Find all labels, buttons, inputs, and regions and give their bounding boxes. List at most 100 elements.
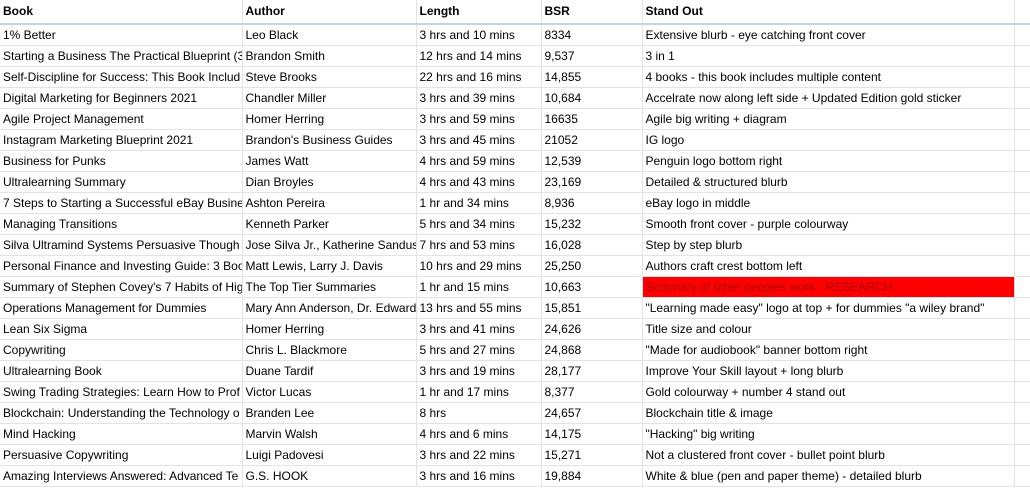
cell-length[interactable]: 5 hrs and 27 mins [416,339,542,361]
cell-stand-out[interactable]: Detailed & structured blurb [642,171,1015,193]
cell-length[interactable]: 3 hrs and 10 mins [416,25,542,46]
cell-bsr[interactable]: 9,537 [541,45,643,67]
cell-length[interactable]: 22 hrs and 16 mins [416,66,542,88]
header-book[interactable]: Book [0,0,243,23]
cell-book[interactable]: Operations Management for Dummies [0,297,243,319]
cell-stand-out[interactable]: IG logo [642,129,1015,151]
cell-bsr[interactable]: 16,028 [541,234,643,256]
cell-book[interactable]: Instagram Marketing Blueprint 2021 [0,129,243,151]
cell-bsr[interactable]: 24,657 [541,402,643,424]
cell-bsr[interactable]: 25,250 [541,255,643,277]
cell-length[interactable]: 3 hrs and 22 mins [416,444,542,466]
cell-bsr[interactable]: 28,177 [541,360,643,382]
cell-stand-out[interactable]: Step by step blurb [642,234,1015,256]
cell-author[interactable]: Matt Lewis, Larry J. Davis [242,255,417,277]
cell-author[interactable]: Homer Herring [242,108,417,130]
cell-stand-out[interactable]: "Made for audiobook" banner bottom right [642,339,1015,361]
frozen-row-divider[interactable] [0,23,1030,25]
cell-empty[interactable] [1014,234,1030,256]
cell-empty[interactable] [1014,402,1030,424]
cell-book[interactable]: Blockchain: Understanding the Technology… [0,402,243,424]
cell-author[interactable]: Steve Brooks [242,66,417,88]
cell-bsr[interactable]: 14,175 [541,423,643,445]
cell-bsr[interactable]: 10,663 [541,276,643,298]
cell-empty[interactable] [1014,276,1030,298]
cell-book[interactable]: Silva Ultramind Systems Persuasive Thoug… [0,234,243,256]
cell-stand-out[interactable]: Extensive blurb - eye catching front cov… [642,25,1015,46]
cell-length[interactable]: 7 hrs and 53 mins [416,234,542,256]
cell-bsr[interactable]: 15,232 [541,213,643,235]
cell-length[interactable]: 3 hrs and 59 mins [416,108,542,130]
cell-stand-out[interactable]: Agile big writing + diagram [642,108,1015,130]
cell-stand-out[interactable]: Summary of other peoples work - RESEARCH [642,276,1015,298]
cell-author[interactable]: Homer Herring [242,318,417,340]
cell-stand-out[interactable]: Authors craft crest bottom left [642,255,1015,277]
cell-bsr[interactable]: 16635 [541,108,643,130]
cell-book[interactable]: Copywriting [0,339,243,361]
cell-empty[interactable] [1014,45,1030,67]
cell-author[interactable]: Marvin Walsh [242,423,417,445]
cell-stand-out[interactable]: eBay logo in middle [642,192,1015,214]
cell-length[interactable]: 4 hrs and 6 mins [416,423,542,445]
cell-stand-out[interactable]: "Hacking" big writing [642,423,1015,445]
cell-length[interactable]: 10 hrs and 29 mins [416,255,542,277]
cell-empty[interactable] [1014,465,1030,487]
cell-empty[interactable] [1014,192,1030,214]
cell-book[interactable]: 1% Better [0,25,243,46]
cell-author[interactable]: Luigi Padovesi [242,444,417,466]
cell-author[interactable]: G.S. HOOK [242,465,417,487]
cell-length[interactable]: 3 hrs and 16 mins [416,465,542,487]
cell-author[interactable]: Ashton Pereira [242,192,417,214]
header-empty[interactable] [1014,0,1030,23]
cell-stand-out[interactable]: Improve Your Skill layout + long blurb [642,360,1015,382]
cell-length[interactable]: 1 hr and 34 mins [416,192,542,214]
cell-author[interactable]: Leo Black [242,25,417,46]
cell-author[interactable]: Chris L. Blackmore [242,339,417,361]
cell-length[interactable]: 4 hrs and 43 mins [416,171,542,193]
cell-book[interactable]: Summary of Stephen Covey's 7 Habits of H… [0,276,243,298]
cell-empty[interactable] [1014,108,1030,130]
cell-stand-out[interactable]: Title size and colour [642,318,1015,340]
cell-author[interactable]: Brandon's Business Guides [242,129,417,151]
cell-length[interactable]: 3 hrs and 45 mins [416,129,542,151]
cell-empty[interactable] [1014,444,1030,466]
cell-length[interactable]: 4 hrs and 59 mins [416,150,542,172]
cell-empty[interactable] [1014,423,1030,445]
cell-author[interactable]: James Watt [242,150,417,172]
cell-author[interactable]: Jose Silva Jr., Katherine Sandus [242,234,417,256]
cell-bsr[interactable]: 19,884 [541,465,643,487]
cell-book[interactable]: Starting a Business The Practical Bluepr… [0,45,243,67]
cell-book[interactable]: Agile Project Management [0,108,243,130]
cell-empty[interactable] [1014,297,1030,319]
cell-book[interactable]: Mind Hacking [0,423,243,445]
cell-author[interactable]: Dian Broyles [242,171,417,193]
cell-empty[interactable] [1014,360,1030,382]
cell-book[interactable]: Business for Punks [0,150,243,172]
cell-stand-out[interactable]: "Learning made easy" logo at top + for d… [642,297,1015,319]
cell-empty[interactable] [1014,339,1030,361]
cell-empty[interactable] [1014,66,1030,88]
cell-author[interactable]: Brandon Smith [242,45,417,67]
cell-stand-out[interactable]: 4 books - this book includes multiple co… [642,66,1015,88]
cell-bsr[interactable]: 15,271 [541,444,643,466]
cell-bsr[interactable]: 21052 [541,129,643,151]
cell-bsr[interactable]: 10,684 [541,87,643,109]
header-stand-out[interactable]: Stand Out [642,0,1015,23]
cell-book[interactable]: Lean Six Sigma [0,318,243,340]
cell-stand-out[interactable]: Gold colourway + number 4 stand out [642,381,1015,403]
cell-book[interactable]: Swing Trading Strategies: Learn How to P… [0,381,243,403]
cell-stand-out[interactable]: White & blue (pen and paper theme) - det… [642,465,1015,487]
cell-author[interactable]: Mary Ann Anderson, Dr. Edward [242,297,417,319]
cell-empty[interactable] [1014,150,1030,172]
cell-author[interactable]: Victor Lucas [242,381,417,403]
header-length[interactable]: Length [416,0,542,23]
cell-empty[interactable] [1014,318,1030,340]
cell-bsr[interactable]: 23,169 [541,171,643,193]
cell-stand-out[interactable]: Blockchain title & image [642,402,1015,424]
cell-bsr[interactable]: 24,626 [541,318,643,340]
cell-length[interactable]: 3 hrs and 41 mins [416,318,542,340]
cell-bsr[interactable]: 8,377 [541,381,643,403]
cell-length[interactable]: 8 hrs [416,402,542,424]
cell-length[interactable]: 3 hrs and 19 mins [416,360,542,382]
cell-author[interactable]: Branden Lee [242,402,417,424]
